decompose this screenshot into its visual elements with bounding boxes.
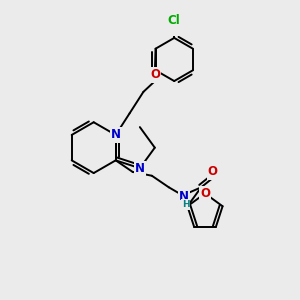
Text: N: N: [179, 190, 189, 203]
Text: O: O: [150, 68, 160, 81]
Text: H: H: [182, 200, 190, 209]
Text: N: N: [111, 128, 121, 141]
Text: Cl: Cl: [168, 14, 181, 28]
Text: N: N: [135, 162, 145, 175]
Text: O: O: [208, 165, 218, 178]
Text: O: O: [200, 187, 210, 200]
